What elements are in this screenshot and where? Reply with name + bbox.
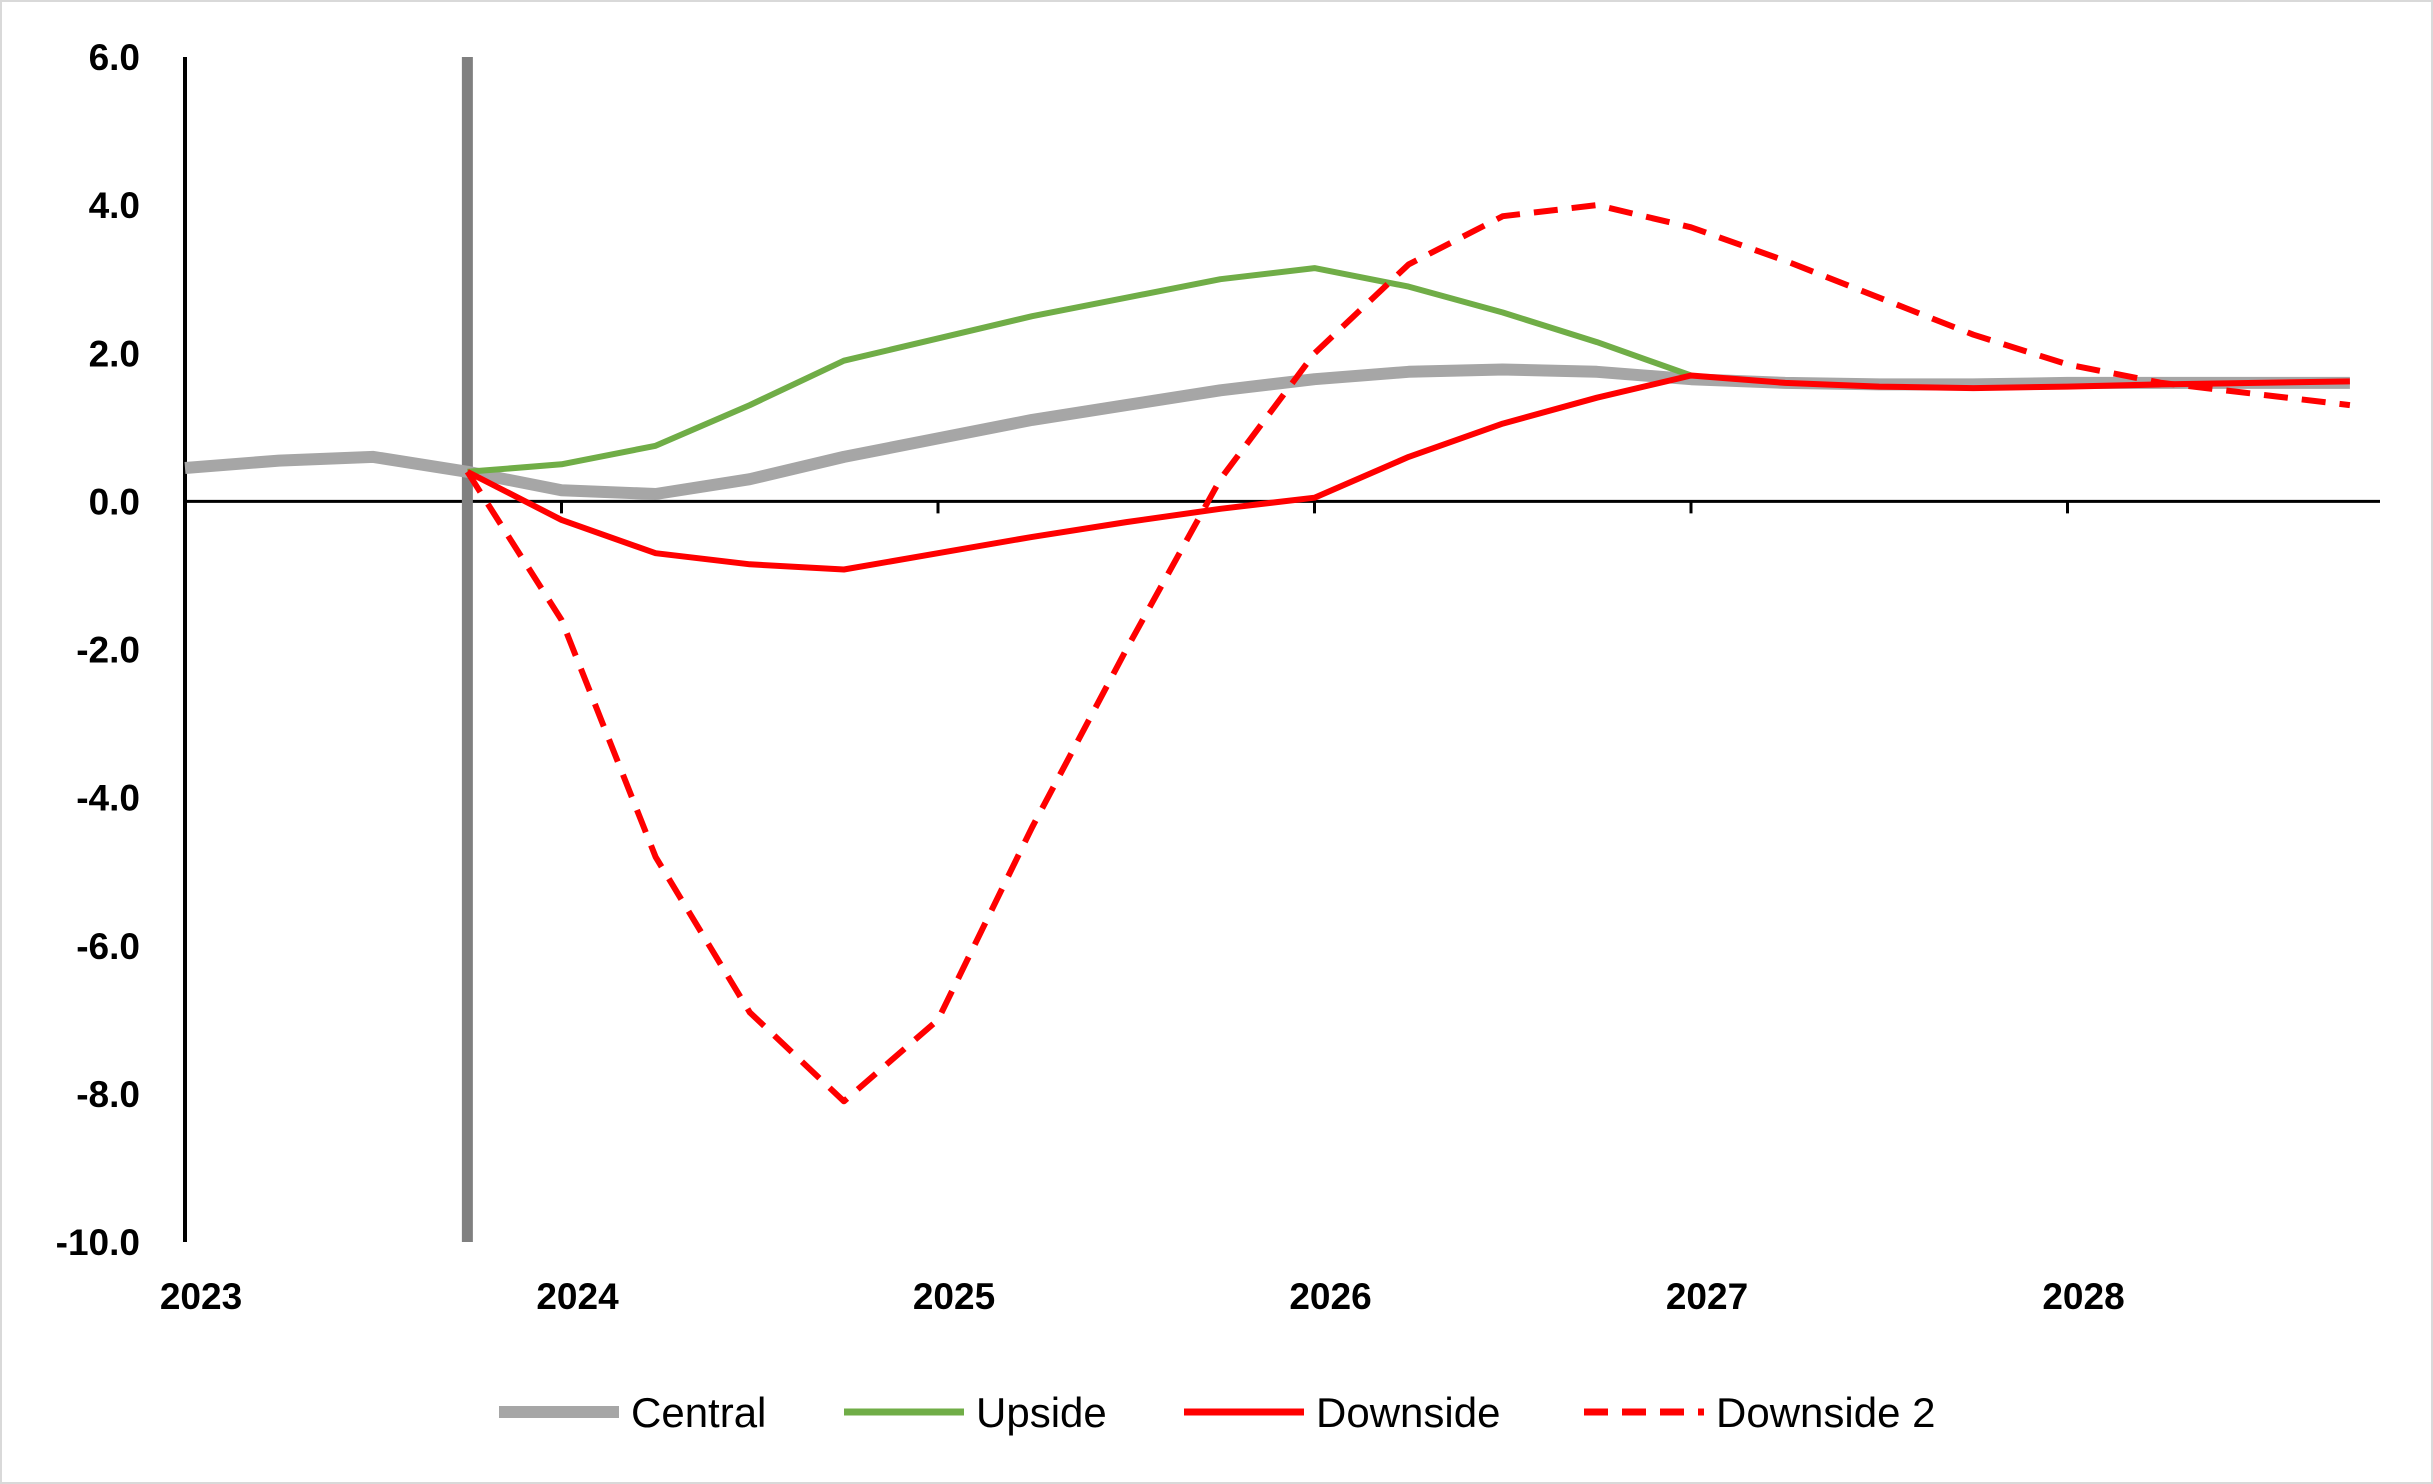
- y-tick-label: 6.0: [89, 37, 140, 78]
- x-tick-label: 2027: [1666, 1276, 1748, 1317]
- series-line-central: [184, 363, 2350, 500]
- x-tick-label: 2023: [160, 1276, 242, 1317]
- legend-label: Downside: [1316, 1389, 1500, 1436]
- y-tick-label: 4.0: [89, 185, 140, 226]
- y-tick-label: -4.0: [76, 778, 140, 819]
- axes: 6.0 4.0 2.0 0.0 -2.0 -4.0 -6.0 -8.0 -10.0 2023 202…: [56, 37, 2380, 1317]
- y-tick-label: -2.0: [76, 630, 140, 671]
- x-tick-label: 2025: [913, 1276, 995, 1317]
- x-tick-label: 2028: [2042, 1276, 2124, 1317]
- x-tick-label: 2026: [1289, 1276, 1371, 1317]
- y-tick-label: 2.0: [89, 333, 140, 374]
- series-line-downside: [466, 372, 2350, 573]
- y-tick-label: -6.0: [76, 926, 140, 967]
- y-tick-label: 0.0: [89, 481, 140, 522]
- legend: Central Upside Downside Downside 2: [499, 1389, 1935, 1436]
- series-line-upside: [467, 265, 1693, 475]
- y-tick-label: -8.0: [76, 1074, 140, 1115]
- series-lines: [184, 202, 2351, 1105]
- legend-label: Central: [631, 1389, 766, 1436]
- y-tick-label: -10.0: [56, 1222, 140, 1263]
- x-tick-label: 2024: [536, 1276, 619, 1317]
- legend-label: Downside 2: [1716, 1389, 1935, 1436]
- series-line-downside-2: [464, 202, 2351, 1105]
- legend-label: Upside: [976, 1389, 1107, 1436]
